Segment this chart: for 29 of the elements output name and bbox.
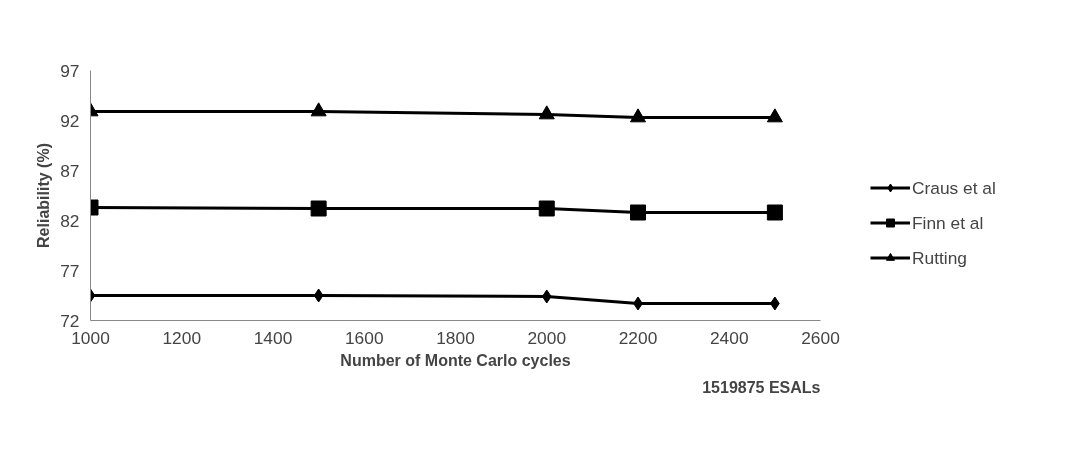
x-tick-label: 2200 — [618, 327, 658, 348]
legend-label: Rutting — [912, 247, 967, 268]
y-axis-title: Reliability (%) — [35, 143, 53, 248]
y-tick-label: 77 — [60, 260, 80, 281]
point — [766, 204, 783, 221]
point — [541, 289, 552, 304]
y-tick-label: 92 — [60, 110, 80, 131]
x-tick-label: 2000 — [527, 327, 567, 348]
point — [313, 288, 324, 303]
x-tick-label: 1600 — [344, 327, 384, 348]
legend-label: Finn et al — [912, 212, 984, 233]
y-tick-label: 87 — [60, 160, 80, 181]
x-tick-label: 1800 — [436, 327, 475, 348]
x-tick-label: 1400 — [253, 327, 293, 348]
legend-label: Craus et al — [912, 177, 996, 198]
text: 1519875 ESALs — [702, 378, 821, 396]
point — [538, 200, 555, 217]
y-tick-label: 82 — [60, 210, 80, 231]
point — [766, 108, 783, 123]
point — [630, 204, 646, 221]
x-axis-title: Number of Monte Carlo cycles — [340, 351, 571, 369]
point — [310, 200, 327, 217]
x-tick-label: 2400 — [709, 327, 749, 348]
x-tick-label: 2600 — [801, 327, 840, 348]
x-tick-label: 1200 — [162, 327, 202, 348]
y-tick-label: 97 — [60, 60, 80, 81]
point — [310, 102, 327, 117]
point — [538, 105, 555, 120]
point — [630, 108, 646, 123]
